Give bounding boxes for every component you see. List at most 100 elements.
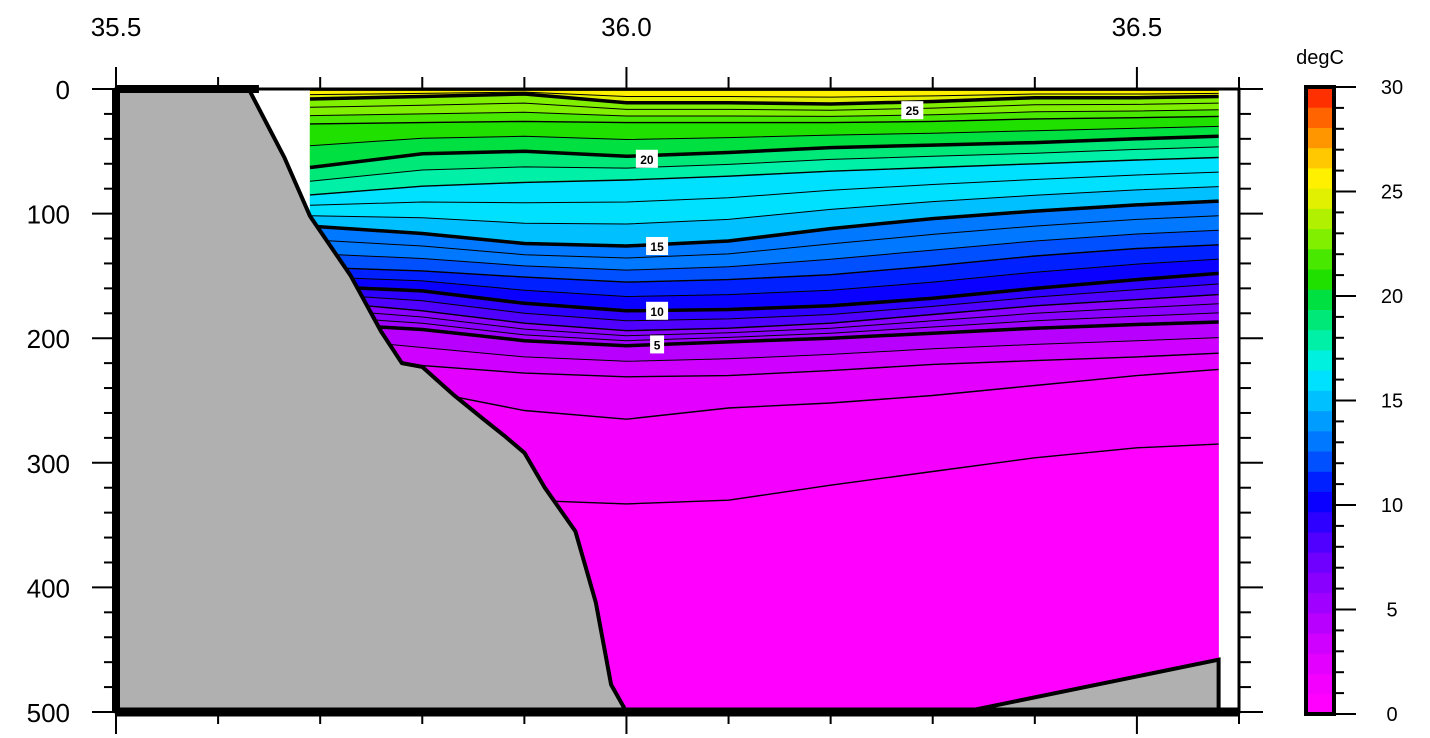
isotherm-line: [309, 312, 1219, 342]
temperature-band: [310, 215, 1219, 283]
isotherm-line: [309, 336, 1219, 362]
isotherm-line: [309, 171, 1219, 206]
colorbar-swatch: [1306, 511, 1334, 533]
colorbar-swatch: [1306, 248, 1334, 270]
temperature-band: [310, 126, 1219, 168]
colorbar-swatch: [1306, 653, 1334, 675]
isotherm-line: [309, 186, 1219, 225]
colorbar-swatch: [1306, 633, 1334, 654]
isotherm-line: [309, 350, 1219, 378]
colorbar-units-label: degC: [1296, 47, 1344, 69]
isotherm-line: [309, 109, 1219, 117]
y-tick-label: 500: [27, 698, 70, 728]
colorbar-swatch: [1306, 289, 1334, 310]
isotherm-line: [309, 293, 1219, 332]
y-tick-label: 300: [27, 449, 70, 479]
colorbar-tick-label: 30: [1381, 77, 1403, 99]
isotherm-line: [309, 258, 1219, 298]
isotherm-line: [309, 92, 1219, 106]
y-tick-label: 0: [56, 75, 70, 105]
isotherm-line: [309, 134, 1219, 170]
colorbar-swatch: [1306, 370, 1334, 391]
colorbar-swatch: [1306, 87, 1334, 108]
colorbar-swatch: [1306, 451, 1334, 472]
colorbar-swatch: [1306, 208, 1334, 230]
isotherm-line: [309, 283, 1219, 322]
isotherm-line: [309, 199, 1219, 248]
temperature-band: [310, 146, 1219, 195]
colorbar-swatch: [1306, 693, 1334, 715]
land-left: [116, 89, 629, 713]
y-tick-label: 100: [27, 200, 70, 230]
colorbar-swatch: [1306, 188, 1334, 209]
colorbar-tick-label: 5: [1386, 600, 1397, 622]
colorbar-swatch: [1306, 491, 1334, 513]
isotherm-line: [309, 102, 1219, 111]
colorbar-swatch: [1306, 147, 1334, 169]
temperature-band-gradients: [310, 92, 1219, 377]
isotherm-line: [309, 125, 1219, 147]
y-tick-label: 200: [27, 324, 70, 354]
isotherm-line: [309, 229, 1219, 271]
isotherm-line: [309, 368, 1219, 420]
isotherm-line: [309, 320, 1219, 348]
temperature-band: [310, 337, 1219, 377]
colorbar-swatch: [1306, 410, 1334, 432]
contour-label-text: 15: [650, 240, 664, 254]
contour-label-box: [646, 236, 669, 255]
isotherm-line: [309, 271, 1219, 313]
temperature-band: [310, 259, 1219, 311]
contour-labels: 25 20 15 10 5: [635, 101, 924, 354]
colorbar-swatch: [1306, 269, 1334, 290]
colorbar-swatch: [1306, 531, 1334, 553]
plot-frame: [112, 85, 1241, 717]
x-axis: 35.5 36.0 36.5: [91, 12, 1240, 734]
temperature-band: [310, 284, 1219, 331]
colorbar-tick-label: 25: [1381, 182, 1403, 204]
colorbar-swatch: [1306, 107, 1334, 128]
isotherm-line: [309, 115, 1219, 125]
x-tick-label: 36.0: [601, 12, 652, 42]
colorbar-swatch: [1306, 471, 1334, 493]
contour-label-box: [901, 101, 924, 120]
colorbar-tick-label: 10: [1381, 495, 1403, 517]
contour-label-text: 20: [640, 153, 654, 167]
isotherm-line: [309, 303, 1219, 337]
contour-label: 25: [901, 101, 924, 120]
colorbar-swatch: [1306, 309, 1334, 331]
contour-label: 10: [646, 301, 669, 320]
contour-label: 20: [635, 149, 658, 168]
colorbar-tick-label: 15: [1381, 391, 1403, 413]
colorbar-swatch: [1306, 673, 1334, 695]
colorbar-swatch: [1306, 612, 1334, 634]
colorbar-tick-label: 20: [1381, 286, 1403, 308]
temperature-band: [310, 230, 1219, 283]
isotherm-line: [309, 215, 1219, 259]
contour-label-text: 10: [650, 305, 664, 319]
colorbar-swatch: [1306, 228, 1334, 250]
colorbar: 0 5 10 15 20 25 30: [1304, 77, 1403, 726]
contour-label-text: 5: [654, 338, 661, 352]
y-tick-label: 400: [27, 573, 70, 603]
colorbar-tick-label: 0: [1386, 704, 1397, 726]
temperature-band: [310, 312, 1219, 346]
y-axis: 0 100 200 300 400 500: [27, 75, 1263, 728]
isotherm-line: [309, 244, 1219, 283]
colorbar-swatch: [1306, 592, 1334, 614]
contour-label-text: 25: [906, 104, 920, 118]
x-tick-label: 35.5: [91, 12, 142, 42]
colorbar-swatch: [1306, 349, 1334, 371]
colorbar-swatch: [1306, 390, 1334, 412]
colorbar-swatch: [1306, 430, 1334, 452]
contour-label-box: [646, 301, 669, 320]
colorbar-swatch: [1306, 552, 1334, 573]
isotherm-line: [309, 146, 1219, 182]
colorbar-swatch: [1306, 167, 1334, 189]
colorbar-swatch: [1306, 329, 1334, 351]
colorbar-swatch: [1306, 572, 1334, 594]
contour-label: 5: [650, 335, 665, 354]
contour-label-box: [650, 335, 665, 354]
isotherm-line: [309, 156, 1219, 196]
x-tick-label: 36.5: [1112, 12, 1163, 42]
